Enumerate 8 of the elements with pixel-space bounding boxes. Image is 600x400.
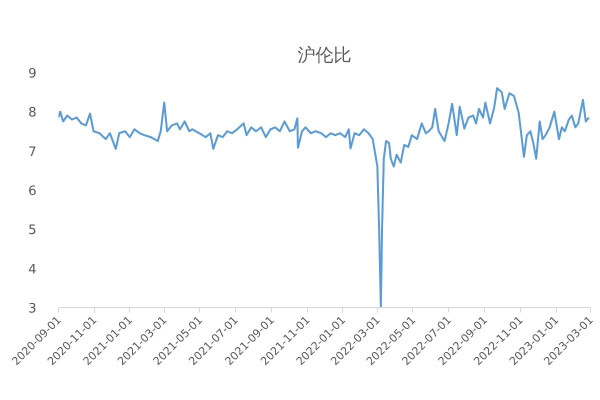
chart-title: 沪伦比 [298, 45, 352, 66]
y-tick-label: 7 [28, 144, 37, 160]
y-tick-label: 4 [28, 262, 37, 278]
y-tick-label: 9 [28, 66, 37, 82]
y-tick-label: 3 [28, 302, 37, 316]
y-tick-label: 8 [28, 106, 37, 121]
y-tick-label: 6 [28, 184, 37, 199]
y-tick-label: 5 [28, 223, 37, 238]
